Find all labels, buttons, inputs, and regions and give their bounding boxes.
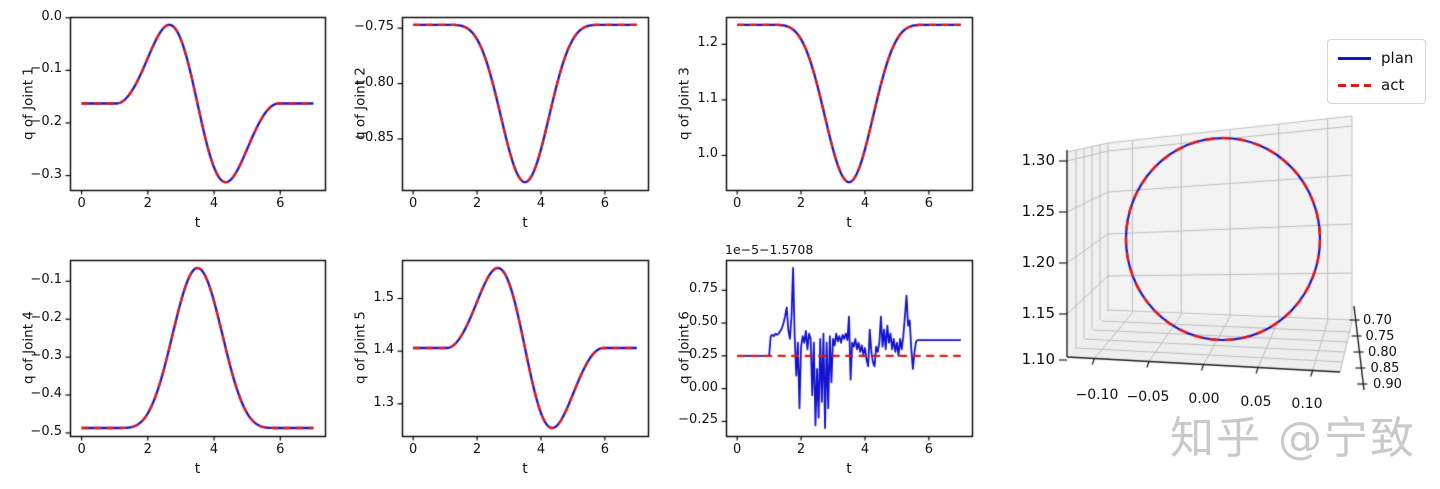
axis-xlabel: t — [522, 461, 528, 477]
y-tick-label: 1.3 — [373, 394, 394, 410]
y-tick-label: 0.75 — [689, 281, 718, 297]
legend-item-plan: plan — [1338, 49, 1413, 67]
axis-ylabel: q of Joint 1 — [20, 67, 37, 140]
x-tick-label: 6 — [276, 442, 285, 457]
z-tick-label: 1.30 — [1021, 151, 1055, 169]
axis-xlabel: t — [194, 215, 201, 231]
plan-line-swatch — [1338, 56, 1371, 60]
y-tick-label: 1.2 — [697, 35, 718, 51]
axis-ylabel: q of Joint 2 — [352, 67, 369, 140]
y3d-tick-label: 0.70 — [1363, 313, 1392, 328]
x-tick-label: 2 — [472, 442, 482, 457]
x-tick-label: 2 — [796, 196, 806, 211]
legend-label-act: act — [1381, 76, 1405, 94]
z-tick-label: 1.10 — [1021, 350, 1055, 368]
x-tick-label: 6 — [924, 196, 933, 211]
x-tick-label: 4 — [536, 442, 546, 457]
axis-xlabel: t — [846, 215, 852, 231]
x-tick-label: 6 — [600, 442, 609, 457]
y-tick-label: −0.1 — [30, 61, 62, 77]
y-tick-label: 1.5 — [373, 289, 394, 305]
x3d-tick-label: −0.05 — [1126, 389, 1170, 406]
y-tick-label: 0.0 — [41, 8, 62, 24]
y-tick-label: 0.25 — [689, 346, 718, 362]
x-tick-label: 6 — [924, 442, 933, 457]
x-tick-label: 0 — [733, 196, 742, 211]
y3d-tick-label: 0.90 — [1373, 377, 1402, 392]
y-tick-label: −0.2 — [30, 113, 62, 129]
x-tick-label: 2 — [143, 196, 152, 211]
y3d-tick-label: 0.75 — [1365, 329, 1395, 344]
x-tick-label: 0 — [77, 442, 86, 457]
axis-xlabel: t — [522, 215, 528, 231]
y-tick-label: −0.3 — [30, 348, 62, 364]
x-tick-label: 0 — [77, 196, 86, 211]
axis-ylabel: q of Joint 3 — [676, 67, 693, 140]
x-tick-label: 4 — [209, 196, 219, 211]
y3d-tick-label: 0.85 — [1370, 361, 1400, 376]
legend-item-act: act — [1338, 76, 1413, 94]
y-tick-label: 1.1 — [697, 90, 718, 106]
x-tick-label: 4 — [860, 196, 870, 211]
legend-label-plan: plan — [1381, 49, 1414, 67]
x-tick-label: 4 — [860, 442, 870, 457]
x-tick-label: 2 — [143, 442, 152, 457]
y-tick-label: −0.75 — [354, 19, 394, 35]
act-line-swatch — [1338, 83, 1371, 87]
x3d-tick-label: −0.10 — [1075, 387, 1119, 403]
axis-ylabel: q of Joint 5 — [352, 311, 369, 385]
y-tick-label: 0.00 — [689, 379, 718, 395]
y-tick-label: −0.4 — [30, 386, 62, 401]
x-tick-label: 6 — [600, 196, 609, 211]
x-tick-label: 2 — [796, 442, 806, 457]
y-tick-label: −0.1 — [30, 272, 62, 288]
x3d-tick-label: 0.05 — [1240, 393, 1272, 410]
y-tick-label: −0.80 — [354, 74, 394, 90]
z-tick-label: 1.25 — [1021, 202, 1055, 220]
z-tick-label: 1.20 — [1021, 253, 1055, 271]
x-tick-label: 2 — [472, 196, 482, 211]
y-tick-label: −0.85 — [354, 129, 394, 145]
x-tick-label: 0 — [733, 442, 742, 457]
legend: plan act — [1327, 39, 1427, 104]
watermark: 知乎 @宁致 — [1170, 413, 1416, 464]
axis-xlabel: t — [846, 461, 852, 477]
axis-ylabel: q of Joint 6 — [676, 311, 693, 385]
x-tick-label: 4 — [536, 196, 546, 211]
x-tick-label: 6 — [276, 196, 285, 211]
z-tick-label: 1.15 — [1021, 304, 1055, 322]
x3d-tick-label: 0.00 — [1188, 391, 1220, 408]
x-tick-label: 4 — [209, 442, 219, 457]
x-tick-label: 0 — [409, 442, 418, 457]
axis-ylabel: q of Joint 4 — [20, 311, 37, 385]
y3d-tick-label: 0.80 — [1368, 345, 1397, 360]
axis-xlabel: t — [194, 461, 201, 477]
y-tick-label: −0.25 — [678, 412, 718, 428]
x3d-tick-label: 0.10 — [1291, 395, 1323, 412]
y-tick-label: 1.4 — [373, 342, 394, 358]
y-tick-label: 0.50 — [689, 314, 718, 330]
y-tick-label: 1.0 — [697, 146, 718, 162]
axis-offset-text: 1e−5−1.5708 — [725, 242, 814, 257]
x-tick-label: 0 — [409, 196, 418, 211]
y-tick-label: −0.2 — [30, 310, 62, 326]
y-tick-label: −0.3 — [30, 166, 62, 182]
y-tick-label: −0.5 — [30, 423, 62, 439]
